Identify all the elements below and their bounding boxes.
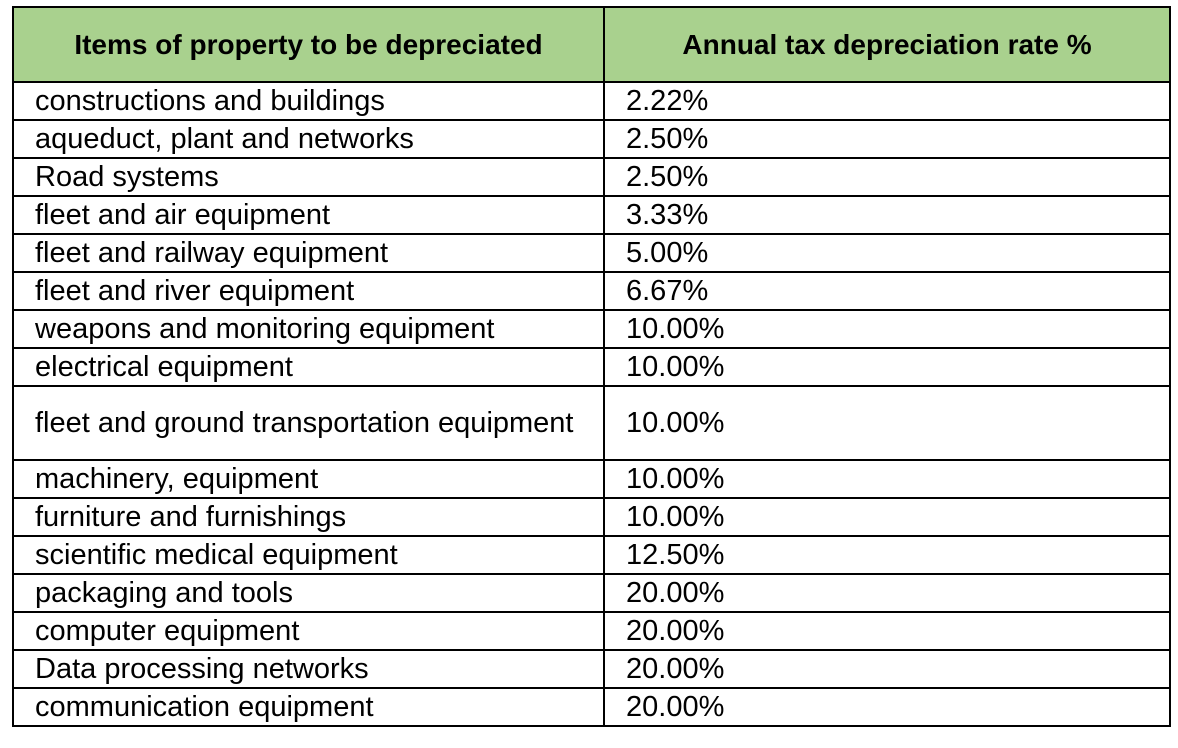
table-row: machinery, equipment 10.00% bbox=[12, 459, 1171, 499]
table-row: fleet and railway equipment 5.00% bbox=[12, 233, 1171, 273]
table-row: constructions and buildings 2.22% bbox=[12, 81, 1171, 121]
header-items-of-property: Items of property to be depreciated bbox=[12, 6, 605, 83]
table-row: electrical equipment 10.00% bbox=[12, 347, 1171, 387]
table-row: Road systems 2.50% bbox=[12, 157, 1171, 197]
item-cell: computer equipment bbox=[12, 611, 605, 651]
table-row: computer equipment 20.00% bbox=[12, 611, 1171, 651]
rate-cell: 3.33% bbox=[603, 195, 1171, 235]
rate-cell: 20.00% bbox=[603, 649, 1171, 689]
item-cell: fleet and air equipment bbox=[12, 195, 605, 235]
header-row: Items of property to be depreciated Annu… bbox=[12, 6, 1171, 83]
item-cell: machinery, equipment bbox=[12, 459, 605, 499]
item-cell: packaging and tools bbox=[12, 573, 605, 613]
rate-cell: 12.50% bbox=[603, 535, 1171, 575]
table-row: furniture and furnishings 10.00% bbox=[12, 497, 1171, 537]
rate-cell: 6.67% bbox=[603, 271, 1171, 311]
rate-cell: 5.00% bbox=[603, 233, 1171, 273]
table-row: weapons and monitoring equipment 10.00% bbox=[12, 309, 1171, 349]
item-cell: Data processing networks bbox=[12, 649, 605, 689]
item-cell: fleet and ground transportation equipmen… bbox=[12, 385, 605, 461]
table-row: aqueduct, plant and networks 2.50% bbox=[12, 119, 1171, 159]
rate-cell: 20.00% bbox=[603, 611, 1171, 651]
item-cell: constructions and buildings bbox=[12, 81, 605, 121]
rate-cell: 20.00% bbox=[603, 687, 1171, 727]
table-row: packaging and tools 20.00% bbox=[12, 573, 1171, 613]
item-cell: fleet and river equipment bbox=[12, 271, 605, 311]
item-cell: electrical equipment bbox=[12, 347, 605, 387]
item-cell: communication equipment bbox=[12, 687, 605, 727]
item-cell: weapons and monitoring equipment bbox=[12, 309, 605, 349]
table-row: fleet and air equipment 3.33% bbox=[12, 195, 1171, 235]
item-cell: aqueduct, plant and networks bbox=[12, 119, 605, 159]
item-cell: scientific medical equipment bbox=[12, 535, 605, 575]
table-row: fleet and ground transportation equipmen… bbox=[12, 385, 1171, 461]
rate-cell: 10.00% bbox=[603, 459, 1171, 499]
depreciation-table: Items of property to be depreciated Annu… bbox=[12, 6, 1171, 727]
rate-cell: 10.00% bbox=[603, 309, 1171, 349]
table-row: Data processing networks 20.00% bbox=[12, 649, 1171, 689]
rate-cell: 20.00% bbox=[603, 573, 1171, 613]
item-cell: furniture and furnishings bbox=[12, 497, 605, 537]
header-annual-rate: Annual tax depreciation rate % bbox=[603, 6, 1171, 83]
rate-cell: 2.50% bbox=[603, 157, 1171, 197]
rate-cell: 10.00% bbox=[603, 497, 1171, 537]
table-row: communication equipment 20.00% bbox=[12, 687, 1171, 727]
item-cell: Road systems bbox=[12, 157, 605, 197]
rate-cell: 10.00% bbox=[603, 385, 1171, 461]
rate-cell: 2.50% bbox=[603, 119, 1171, 159]
table-row: scientific medical equipment 12.50% bbox=[12, 535, 1171, 575]
table-row: fleet and river equipment 6.67% bbox=[12, 271, 1171, 311]
item-cell: fleet and railway equipment bbox=[12, 233, 605, 273]
rate-cell: 10.00% bbox=[603, 347, 1171, 387]
rate-cell: 2.22% bbox=[603, 81, 1171, 121]
